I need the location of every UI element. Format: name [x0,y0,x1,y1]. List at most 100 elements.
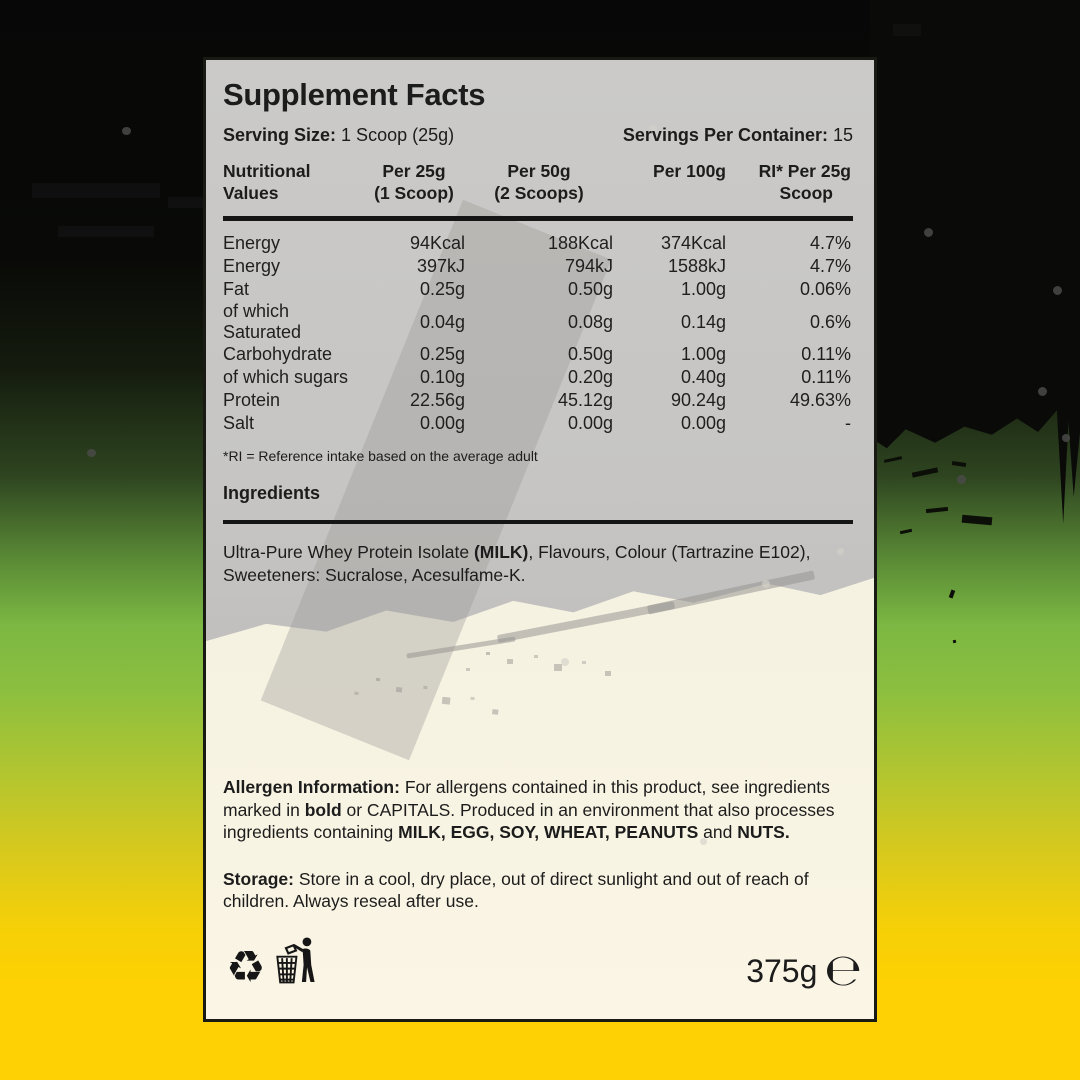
column-header-per-25g: Per 25g (1 Scoop) [374,161,454,203]
packaging-icons: ♻ [226,936,316,991]
column-header-per-100g: Per 100g [653,161,726,181]
splatter-dot [1062,434,1070,442]
table-row: Energy 397kJ 794kJ 1588kJ 4.7% [223,255,851,278]
cell-per-25g: 0.04g [419,311,465,332]
serving-size: Serving Size: 1 Scoop (25g) [223,125,455,145]
splatter-dot [925,506,949,514]
table-row: Carbohydrate 0.25g 0.50g 1.00g 0.11% [223,343,851,366]
splatter-dot [957,475,966,484]
panel-dot [649,125,657,133]
ingredients-text: Ultra-Pure Whey Protein Isolate (MILK), … [223,542,811,585]
cell-per-100g: 1.00g [680,279,726,299]
table-row: of which Saturated 0.04g 0.08g 0.14g 0.6… [223,301,851,343]
splatter-dot [1038,387,1047,396]
divider-rule [223,520,853,524]
servings-per-container: Servings Per Container: 15 [622,125,853,145]
cell-per-50g: 0.08g [567,311,613,332]
cell-ri: 4.7% [809,256,851,276]
cell-name: Energy [223,256,281,276]
splatter-dot [32,183,160,198]
cell-ri: 0.11% [801,367,851,387]
splatter-dot [948,589,956,599]
cell-ri: 0.11% [801,344,851,364]
serving-row: Serving Size: 1 Scoop (25g) Servings Per… [223,124,853,147]
supplement-facts-panel: Supplement Facts Serving Size: 1 Scoop (… [203,57,877,1022]
splatter-dot [961,514,993,526]
storage-information: Storage: Store in a cool, dry place, out… [223,868,809,912]
splatter-dot [58,226,154,237]
panel-dot [700,838,707,845]
cell-name: Fat [223,279,250,299]
cell-name: Protein [223,390,281,410]
cell-per-25g: 0.25g [419,279,465,299]
cell-ri: - [845,413,851,433]
splatter-dot [883,456,903,463]
splatter-dot [1053,286,1062,295]
splatter-dot [168,197,232,208]
cell-ri: 0.6% [809,311,851,332]
cell-per-100g: 374Kcal [660,233,726,253]
cell-per-100g: 1.00g [680,344,726,364]
cell-per-25g: 0.10g [419,367,465,387]
splatter-dot [122,127,131,135]
column-header-nutritional-values: Nutritional Values [223,161,311,203]
splatter-dot [893,24,921,36]
recycle-icon: ♻ [226,942,266,993]
panel-dot [762,580,770,588]
table-row: Protein 22.56g 45.12g 90.24g 49.63% [223,389,851,412]
panel-content: Supplement Facts Serving Size: 1 Scoop (… [206,60,874,1019]
allergen-information: Allergen Information: For allergens cont… [223,777,835,842]
cell-per-25g: 397kJ [416,256,465,276]
cell-ri: 4.7% [809,233,851,253]
panel-grey-texture [206,60,874,642]
cell-name: Energy [223,233,281,253]
table-row: Energy 94Kcal 188Kcal 374Kcal 4.7% [223,232,851,255]
cell-ri: 0.06% [799,279,851,299]
splatter-dot [952,639,957,644]
column-header-per-50g: Per 50g (2 Scoops) [494,161,584,203]
cell-per-25g: 0.00g [419,413,465,433]
ri-footnote: *RI = Reference intake based on the aver… [223,448,538,464]
cell-per-50g: 0.20g [567,367,613,387]
cell-name: of which Saturated [223,301,302,342]
column-header-ri: RI* Per 25g Scoop [758,161,851,203]
cell-per-25g: 22.56g [409,390,465,410]
divider-rule [223,216,853,221]
panel-dot [837,548,844,555]
net-weight-value: 375g [746,953,818,989]
table-row: Salt 0.00g 0.00g 0.00g - [223,412,851,435]
cell-per-25g: 94Kcal [409,233,465,253]
table-row: Fat 0.25g 0.50g 1.00g 0.06% [223,278,851,301]
estimated-sign: ℮ [824,945,862,996]
cell-name: of which sugars [223,367,349,387]
page-title: Supplement Facts [223,77,486,112]
splatter-dot [951,461,967,467]
table-header-row: Nutritional Values Per 25g (1 Scoop) Per… [223,160,853,204]
ingredients-heading: Ingredients [223,483,321,503]
panel-grunge-specks [486,652,490,655]
cell-name: Salt [223,413,255,433]
cell-per-100g: 0.14g [680,311,726,332]
net-weight: 375g ℮ [746,945,862,996]
tidy-man-icon [274,936,316,991]
panel-dot [561,658,569,666]
cell-per-100g: 0.00g [680,413,726,433]
nutrition-table: Energy 94Kcal 188Kcal 374Kcal 4.7% Energ… [223,232,851,435]
splatter-dot [911,467,939,478]
splatter-dot [899,528,913,535]
cell-per-50g: 794kJ [564,256,613,276]
cell-per-50g: 45.12g [557,390,613,410]
splatter-dot [87,449,96,457]
cell-per-50g: 188Kcal [547,233,613,253]
cell-per-100g: 90.24g [670,390,726,410]
cell-per-100g: 1588kJ [667,256,726,276]
cell-per-50g: 0.50g [567,279,613,299]
cell-per-50g: 0.50g [567,344,613,364]
cell-per-50g: 0.00g [567,413,613,433]
bottom-row: ♻ [226,936,862,996]
cell-per-100g: 0.40g [680,367,726,387]
splatter-dot [924,228,933,237]
cell-ri: 49.63% [789,390,851,410]
table-row: of which sugars 0.10g 0.20g 0.40g 0.11% [223,366,851,389]
